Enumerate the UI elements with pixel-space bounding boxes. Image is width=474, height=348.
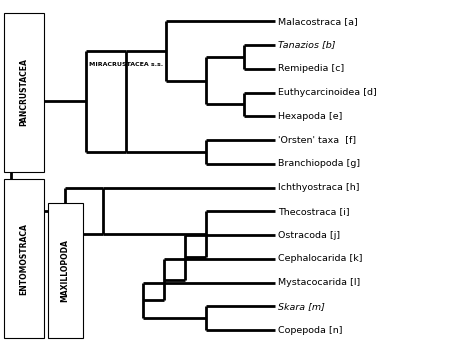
Text: Copepoda [n]: Copepoda [n] [278,325,343,334]
Text: Mystacocarida [l]: Mystacocarida [l] [278,278,361,287]
Text: ENTOMOSTRACA: ENTOMOSTRACA [19,223,28,295]
Text: Euthycarcinoidea [d]: Euthycarcinoidea [d] [278,88,377,97]
Bar [47,203,83,338]
Bar [4,13,44,172]
Text: Ostracoda [j]: Ostracoda [j] [278,230,341,239]
Bar [4,179,44,338]
Text: Branchiopoda [g]: Branchiopoda [g] [278,159,361,168]
Text: 'Orsten' taxa  [f]: 'Orsten' taxa [f] [278,135,356,144]
Text: MAXILLOPODA: MAXILLOPODA [61,239,70,302]
Text: Malacostraca [a]: Malacostraca [a] [278,17,358,26]
Text: Skara [m]: Skara [m] [278,302,325,311]
Text: Tanazios [b]: Tanazios [b] [278,41,336,49]
Text: Ichthyostraca [h]: Ichthyostraca [h] [278,183,360,192]
Text: Hexapoda [e]: Hexapoda [e] [278,112,343,121]
Text: Remipedia [c]: Remipedia [c] [278,64,345,73]
Text: Cephalocarida [k]: Cephalocarida [k] [278,254,363,263]
Text: MIRACRUSTACEA s.s.: MIRACRUSTACEA s.s. [89,62,164,67]
Text: Thecostraca [i]: Thecostraca [i] [278,207,350,216]
Text: PANCRUSTACEA: PANCRUSTACEA [19,58,28,126]
